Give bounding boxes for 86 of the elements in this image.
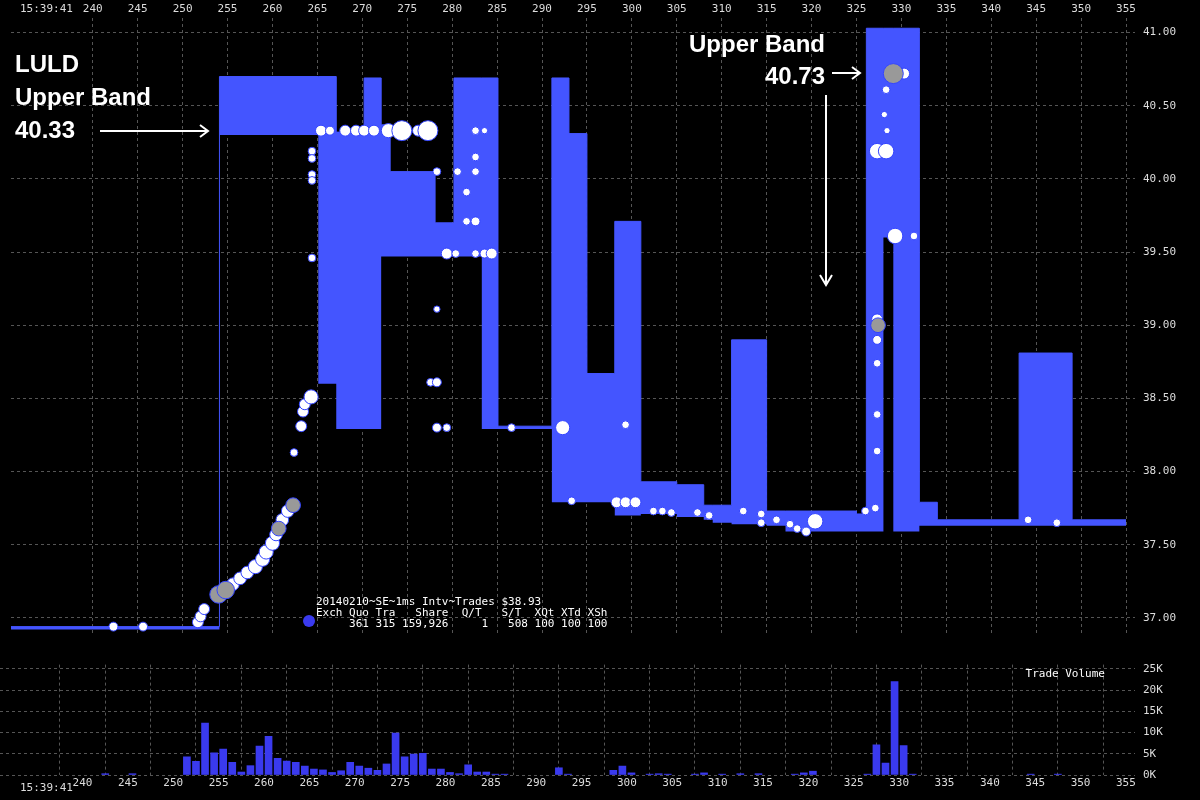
bar xyxy=(881,762,890,775)
x-tick-label: 305 xyxy=(666,2,687,16)
x-tick-label: 330 xyxy=(889,776,910,790)
annotation: Exch Quo Tra Share Q/T S/T XQt XTd XSh xyxy=(316,605,608,619)
x-tick-label: 285 xyxy=(487,2,508,16)
x-tick-label: 335 xyxy=(936,2,957,16)
y-tick-label: 10K xyxy=(1143,725,1164,739)
y-tick-label: 39.00 xyxy=(1143,318,1177,332)
x-tick-label: 285 xyxy=(480,776,501,790)
y-tick-label: 37.00 xyxy=(1143,610,1177,624)
x-tick-label: 260 xyxy=(254,776,274,790)
y-tick-label: 41.00 xyxy=(1143,25,1177,39)
bar xyxy=(872,744,881,775)
y-tick-label: 38.50 xyxy=(1143,391,1177,405)
x-tick-label: 255 xyxy=(217,2,238,16)
x-tick-label: 250 xyxy=(163,776,184,790)
bar xyxy=(609,770,618,775)
x-axis-title: 15:39:41 xyxy=(20,780,73,794)
y-tick-label: 38.00 xyxy=(1143,464,1177,478)
x-tick-label: 295 xyxy=(571,776,592,790)
x-tick-label: 300 xyxy=(616,776,637,790)
x-tick-label: 320 xyxy=(801,2,822,16)
annotation: 20140210~SE~1ms Intv~Trades $38.93 xyxy=(316,594,542,608)
x-tick-label: 255 xyxy=(208,776,229,790)
x-tick-label: 290 xyxy=(526,776,547,790)
x-tick-label: 280 xyxy=(442,2,463,16)
x-tick-label: 310 xyxy=(707,776,728,790)
x-tick-label: 240 xyxy=(72,776,93,790)
x-tick-label: 270 xyxy=(352,2,373,16)
x-tick-label: 320 xyxy=(798,776,819,790)
x-tick-label: 345 xyxy=(1025,776,1046,790)
x-tick-label: 310 xyxy=(711,2,732,16)
bar xyxy=(890,681,899,775)
x-tick-label: 340 xyxy=(981,2,1002,16)
x-tick-label: 315 xyxy=(756,2,777,16)
x-tick-label: 325 xyxy=(846,2,867,16)
x-tick-label: 265 xyxy=(299,776,320,790)
x-axis-title: 15:39:41 xyxy=(20,1,73,15)
y-tick-label: 40.00 xyxy=(1143,171,1177,185)
bar xyxy=(618,765,627,775)
x-tick-label: 265 xyxy=(307,2,328,16)
y-tick-label: 15K xyxy=(1143,704,1164,718)
annotation: LULD Upper Band 40.33 xyxy=(15,49,152,143)
x-tick-label: 250 xyxy=(172,2,193,16)
bar xyxy=(364,767,373,775)
x-tick-label: 260 xyxy=(262,2,283,16)
x-tick-label: 275 xyxy=(397,2,418,16)
y-tick-label: 40.50 xyxy=(1143,98,1177,112)
x-tick-label: 295 xyxy=(576,2,597,16)
x-tick-label: 270 xyxy=(344,776,365,790)
x-tick-label: 335 xyxy=(934,776,955,790)
x-tick-label: 300 xyxy=(621,2,642,16)
x-tick-label: 280 xyxy=(435,776,456,790)
bar xyxy=(391,732,400,775)
bar xyxy=(255,745,264,775)
x-tick-label: 330 xyxy=(891,2,912,16)
x-tick-label: 345 xyxy=(1026,2,1047,16)
x-tick-label: 245 xyxy=(127,2,148,16)
x-tick-label: 325 xyxy=(843,776,864,790)
x-tick-label: 305 xyxy=(662,776,683,790)
x-tick-label: 340 xyxy=(979,776,1000,790)
x-tick-label: 275 xyxy=(390,776,411,790)
bar xyxy=(246,765,255,775)
x-tick-label: 245 xyxy=(117,776,138,790)
x-tick-label: 350 xyxy=(1071,2,1092,16)
bar xyxy=(273,758,282,775)
y-tick-label: 39.50 xyxy=(1143,244,1177,258)
y-tick-label: 0K xyxy=(1143,767,1157,781)
x-tick-label: 290 xyxy=(532,2,552,16)
bar xyxy=(400,756,409,775)
bar xyxy=(382,763,391,775)
bar xyxy=(373,770,382,775)
x-tick-label: 355 xyxy=(1115,776,1136,790)
bar xyxy=(264,736,273,775)
bar xyxy=(899,745,908,775)
y-tick-label: 20K xyxy=(1143,682,1164,696)
y-tick-label: 37.50 xyxy=(1143,537,1177,551)
chart-title: Trade Volume xyxy=(1025,667,1105,681)
annotation: Upper Band 40.73 xyxy=(688,29,825,89)
y-tick-label: 5K xyxy=(1143,746,1157,760)
x-tick-label: 315 xyxy=(753,776,773,790)
annotation: 361 315 159,926 1 508 100 100 100 xyxy=(316,616,608,630)
x-tick-label: 350 xyxy=(1070,776,1091,790)
y-tick-label: 25K xyxy=(1143,661,1164,675)
x-tick-label: 355 xyxy=(1116,2,1136,16)
x-tick-label: 240 xyxy=(82,2,103,16)
